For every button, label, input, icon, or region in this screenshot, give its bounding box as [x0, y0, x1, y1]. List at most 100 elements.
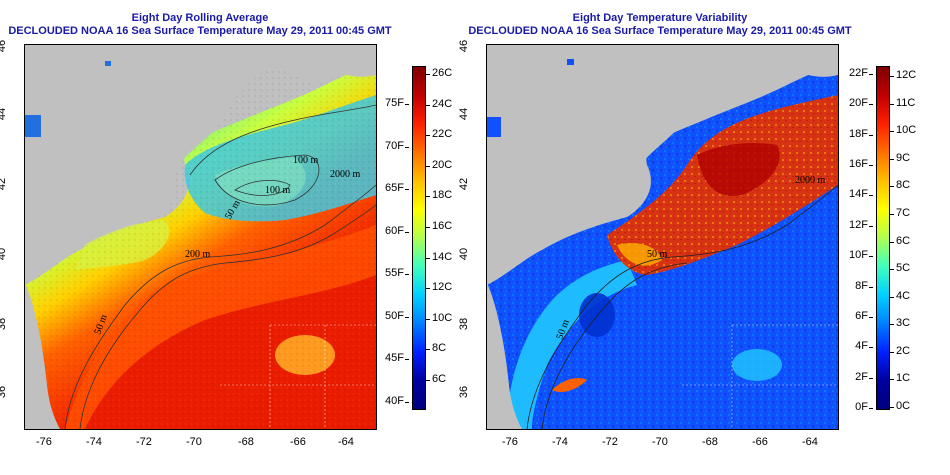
right-lon-tick-74: -74 — [552, 436, 568, 448]
right-celsius-tick: 9C — [896, 151, 911, 164]
left-fahrenheit-tick: 65F — [385, 182, 404, 195]
left-fahrenheit-tick-mark — [405, 146, 409, 148]
right-celsius-tick-mark — [890, 296, 894, 298]
right-lat-tick-38: 38 — [458, 317, 471, 331]
left-celsius-tick: 26C — [432, 67, 453, 79]
left-fahrenheit-tick-mark — [405, 316, 409, 318]
left-lat-tick-44: 44 — [0, 107, 9, 121]
right-lon-tick-70: -70 — [652, 436, 668, 448]
right-fahrenheit-tick: 16F — [849, 158, 868, 171]
left-celsius-tick: 16C — [432, 220, 453, 232]
left-lon-tick-70: -70 — [186, 436, 202, 448]
right-fahrenheit-tick: 4F — [855, 340, 868, 353]
left-celsius-tick-mark — [426, 380, 430, 381]
left-title-line2: DECLOUDED NOAA 16 Sea Surface Temperatur… — [8, 25, 392, 37]
left-lon-tick-66: -66 — [290, 436, 306, 448]
right-colorbar — [876, 66, 890, 410]
right-lon-tick-72: -72 — [602, 436, 618, 448]
right-celsius-tick: 1C — [896, 372, 911, 385]
right-lon-tick-76: -76 — [502, 436, 518, 448]
right-lat-tick-36: 36 — [458, 385, 471, 399]
right-fahrenheit-tick-mark — [869, 256, 873, 258]
right-fahrenheit-tick-mark — [869, 377, 873, 379]
left-celsius-tick-mark — [426, 349, 430, 351]
left-lat-tick-38: 38 — [0, 317, 9, 331]
right-lon-tick-68: -68 — [702, 436, 718, 448]
left-fahrenheit-tick-mark — [405, 189, 409, 191]
right-lat-tick-42: 42 — [458, 177, 471, 191]
right-fahrenheit-tick-mark — [869, 316, 873, 318]
left-sst-map: 100 m 100 m 2000 m 50 m 200 m 50 m — [24, 44, 377, 430]
right-fahrenheit-tick-mark — [869, 286, 873, 288]
left-colorbar — [412, 66, 426, 410]
right-title: Eight Day Temperature Variability DECLOU… — [460, 12, 860, 38]
right-fahrenheit-tick: 18F — [849, 127, 868, 140]
right-fahrenheit-tick: 10F — [849, 249, 868, 262]
right-fahrenheit-tick-mark — [869, 347, 873, 349]
right-lat-tick-46: 46 — [458, 39, 471, 53]
right-lat-tick-40: 40 — [458, 247, 471, 261]
left-lon-tick-74: -74 — [86, 436, 102, 448]
right-celsius-tick: 6C — [896, 234, 911, 247]
right-fahrenheit-tick-mark — [869, 195, 873, 197]
left-lat-tick-36: 36 — [0, 385, 9, 399]
left-lon-tick-72: -72 — [136, 436, 152, 448]
right-celsius-tick-mark — [890, 131, 894, 133]
left-fahrenheit-tick: 55F — [385, 267, 404, 280]
right-celsius-tick: 0C — [896, 400, 911, 412]
left-celsius-tick: 12C — [432, 281, 453, 294]
right-contour-label-1: 2000 m — [795, 175, 826, 186]
left-fahrenheit-tick-mark — [405, 359, 409, 361]
left-celsius-tick: 22C — [432, 128, 453, 141]
right-fahrenheit-tick-mark — [869, 134, 873, 136]
right-celsius-tick-mark — [890, 186, 894, 188]
right-fahrenheit-tick: 14F — [849, 188, 868, 201]
right-fahrenheit-tick-mark — [869, 225, 873, 227]
left-contour-label-1: 100 m — [293, 155, 319, 166]
right-celsius-tick: 3C — [896, 317, 911, 330]
left-celsius-tick-mark — [426, 165, 430, 167]
right-celsius-tick: 4C — [896, 289, 911, 302]
left-contour-label-5: 200 m — [185, 249, 211, 260]
right-celsius-tick-mark — [890, 379, 894, 381]
right-fahrenheit-tick-mark — [869, 104, 873, 106]
right-fahrenheit-tick-mark — [869, 165, 873, 167]
right-title-line1: Eight Day Temperature Variability — [572, 12, 748, 24]
left-title: Eight Day Rolling Average DECLOUDED NOAA… — [0, 12, 400, 38]
right-celsius-tick-mark — [890, 269, 894, 271]
right-lon-tick-64: -64 — [802, 436, 818, 448]
left-celsius-tick-mark — [426, 104, 430, 106]
left-celsius-tick-mark — [426, 135, 430, 137]
left-celsius-tick: 18C — [432, 189, 453, 202]
left-lon-tick-68: -68 — [238, 436, 254, 448]
left-fahrenheit-tick: 40F — [385, 395, 404, 407]
left-celsius-tick: 20C — [432, 158, 453, 171]
right-fahrenheit-tick: 2F — [855, 370, 868, 383]
left-celsius-tick-mark — [426, 196, 430, 198]
right-fahrenheit-tick-mark — [869, 408, 873, 409]
right-celsius-tick: 11C — [896, 96, 916, 109]
right-title-line2: DECLOUDED NOAA 16 Sea Surface Temperatur… — [468, 25, 852, 37]
left-contour-label-3: 2000 m — [330, 169, 361, 180]
left-fahrenheit-tick: 75F — [385, 97, 404, 109]
right-fahrenheit-tick: 0F — [855, 401, 868, 413]
right-fahrenheit-tick: 8F — [855, 279, 868, 292]
right-lon-tick-66: -66 — [752, 436, 768, 448]
left-contour-label-2: 100 m — [265, 185, 291, 196]
left-celsius-tick-mark — [426, 318, 430, 320]
right-fahrenheit-tick-mark — [869, 74, 873, 75]
right-celsius-tick: 5C — [896, 262, 911, 275]
right-celsius-tick-mark — [890, 407, 894, 408]
left-fahrenheit-tick-mark — [405, 402, 409, 403]
right-celsius-tick-mark — [890, 351, 894, 353]
left-lat-tick-46: 46 — [0, 39, 9, 53]
right-celsius-tick-mark — [890, 158, 894, 160]
right-variability-map: 2000 m 50 m 50 m — [486, 44, 839, 430]
left-fahrenheit-tick: 50F — [385, 309, 404, 322]
right-celsius-tick: 12C — [896, 69, 917, 81]
right-celsius-tick-mark — [890, 213, 894, 215]
left-fahrenheit-tick: 60F — [385, 224, 404, 237]
left-lon-tick-76: -76 — [36, 436, 52, 448]
right-fahrenheit-tick: 20F — [849, 97, 868, 110]
left-celsius-tick-mark — [426, 227, 430, 228]
